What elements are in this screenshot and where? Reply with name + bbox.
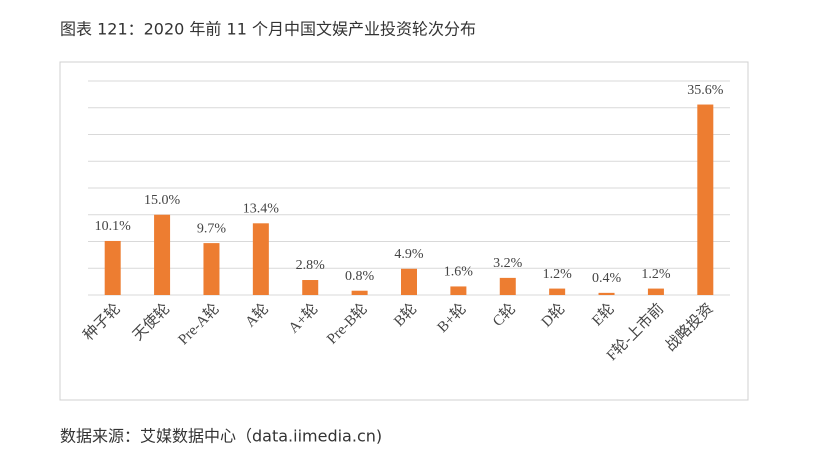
bar <box>450 286 467 295</box>
bar <box>598 292 615 295</box>
source-note: 数据来源：艾媒数据中心（data.iimedia.cn) <box>60 427 382 446</box>
bar <box>302 280 319 295</box>
x-tick-label: B+轮 <box>434 300 470 336</box>
chart-frame <box>59 61 749 401</box>
x-tick-label: Pre-A轮 <box>175 300 223 348</box>
bar <box>401 268 417 295</box>
value-label: 15.0% <box>144 193 181 208</box>
x-tick-label: D轮 <box>538 300 568 330</box>
bar <box>549 288 566 295</box>
value-label: 13.4% <box>243 202 280 217</box>
x-tick-label: E轮 <box>589 300 618 329</box>
value-label: 10.1% <box>95 219 132 234</box>
x-tick-label: A轮 <box>242 300 272 330</box>
value-label: 0.8% <box>345 269 375 284</box>
bar <box>697 104 714 295</box>
bar <box>647 288 664 295</box>
x-tick-label: A+轮 <box>285 300 321 336</box>
bar <box>154 214 171 295</box>
x-tick-label: B轮 <box>391 300 421 330</box>
x-tick-label: 种子轮 <box>80 300 124 344</box>
value-label: 1.2% <box>641 267 671 282</box>
value-label: 9.7% <box>197 221 227 236</box>
value-label: 1.6% <box>444 265 474 280</box>
value-label: 2.8% <box>296 258 326 273</box>
bar <box>252 223 269 295</box>
bar <box>104 240 121 295</box>
x-tick-label: C轮 <box>489 300 519 330</box>
x-tick-label: Pre-B轮 <box>323 300 370 347</box>
bar <box>351 290 368 295</box>
chart-title: 图表 121：2020 年前 11 个月中国文娱产业投资轮次分布 <box>60 20 476 39</box>
x-tick-label: 战略投资 <box>662 300 716 354</box>
value-label: 1.2% <box>543 267 573 282</box>
value-label: 4.9% <box>394 247 424 262</box>
value-label: 35.6% <box>687 83 724 98</box>
bar <box>203 243 220 295</box>
value-label: 0.4% <box>592 271 622 286</box>
value-label: 3.2% <box>493 256 523 271</box>
x-tick-label: 天使轮 <box>129 300 173 344</box>
bar <box>499 277 516 295</box>
